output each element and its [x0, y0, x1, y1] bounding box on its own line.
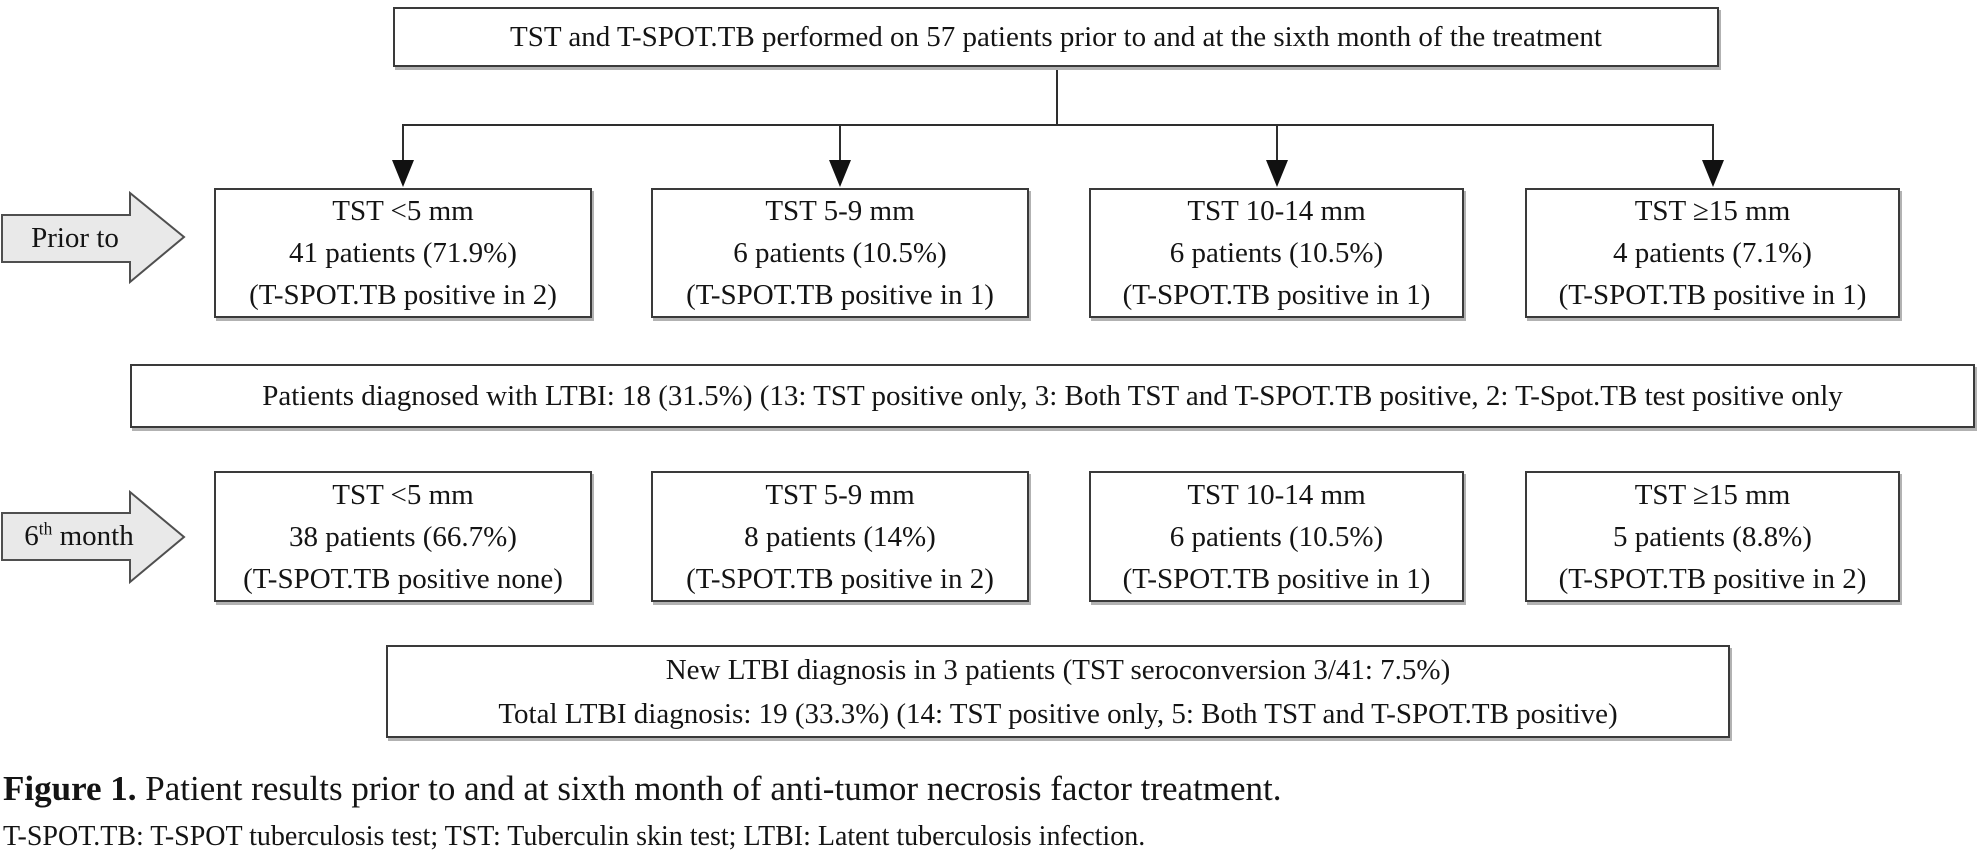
- patient-count-label: 8 patients (14%): [744, 520, 936, 553]
- sixth-month-label: 6th month: [24, 517, 134, 552]
- tspot-result-label: (T-SPOT.TB positive in 1): [1122, 279, 1431, 311]
- top-summary-text: TST and T-SPOT.TB performed on 57 patien…: [510, 21, 1602, 53]
- tspot-result-label: (T-SPOT.TB positive in 1): [1122, 562, 1431, 595]
- tspot-result-label: (T-SPOT.TB positive in 2): [686, 562, 994, 595]
- prior-tst-lt5-box: TST <5 mm 41 patients (71.9%) (T-SPOT.TB…: [214, 188, 592, 318]
- patient-count-label: 6 patients (10.5%): [1169, 520, 1384, 553]
- patient-count-label: 5 patients (8.8%): [1613, 520, 1812, 553]
- new-ltbi-line: New LTBI diagnosis in 3 patients (TST se…: [665, 653, 1451, 686]
- arrow-down-icon: [829, 160, 851, 187]
- tst-range-label: TST 10-14 mm: [1187, 195, 1366, 227]
- figure-number-label: Figure 1.: [3, 769, 137, 808]
- tst-range-label: TST <5 mm: [332, 478, 474, 511]
- tspot-result-label: (T-SPOT.TB positive in 1): [686, 279, 994, 311]
- patient-count-label: 6 patients (10.5%): [1169, 237, 1384, 269]
- month6-tst-10-14-box: TST 10-14 mm 6 patients (10.5%) (T-SPOT.…: [1089, 471, 1464, 602]
- total-ltbi-line: Total LTBI diagnosis: 19 (33.3%) (14: TS…: [498, 697, 1618, 730]
- prior-tst-ge15-box: TST ≥15 mm 4 patients (7.1%) (T-SPOT.TB …: [1525, 188, 1900, 318]
- patient-count-label: 41 patients (71.9%): [289, 237, 517, 269]
- ltbi-diagnosis-text: Patients diagnosed with LTBI: 18 (31.5%)…: [262, 380, 1843, 412]
- arrow-down-icon: [392, 160, 414, 187]
- month6-tst-lt5-box: TST <5 mm 38 patients (66.7%) (T-SPOT.TB…: [214, 471, 592, 602]
- figure-caption-text: Patient results prior to and at sixth mo…: [136, 769, 1282, 808]
- tspot-result-label: (T-SPOT.TB positive in 1): [1558, 279, 1867, 311]
- total-diagnosis-box: New LTBI diagnosis in 3 patients (TST se…: [386, 645, 1730, 738]
- figure-footnote: T-SPOT.TB: T-SPOT tuberculosis test; TST…: [3, 821, 1146, 852]
- tst-range-label: TST 5-9 mm: [765, 195, 915, 227]
- tspot-result-label: (T-SPOT.TB positive in 2): [249, 279, 557, 311]
- figure-caption: Figure 1. Patient results prior to and a…: [3, 769, 1282, 809]
- month6-tst-5-9-box: TST 5-9 mm 8 patients (14%) (T-SPOT.TB p…: [651, 471, 1029, 602]
- prior-to-label: Prior to: [31, 221, 119, 254]
- tst-range-label: TST 5-9 mm: [765, 478, 915, 511]
- prior-tst-10-14-box: TST 10-14 mm 6 patients (10.5%) (T-SPOT.…: [1089, 188, 1464, 318]
- tst-range-label: TST 10-14 mm: [1187, 478, 1366, 511]
- tst-range-label: TST <5 mm: [332, 195, 474, 227]
- top-summary-box: TST and T-SPOT.TB performed on 57 patien…: [393, 7, 1719, 67]
- arrow-down-icon: [1702, 160, 1724, 187]
- tspot-result-label: (T-SPOT.TB positive in 2): [1558, 562, 1867, 595]
- arrow-down-icon: [1266, 160, 1288, 187]
- patient-count-label: 6 patients (10.5%): [733, 237, 947, 269]
- tspot-result-label: (T-SPOT.TB positive none): [243, 562, 563, 595]
- ltbi-diagnosis-box: Patients diagnosed with LTBI: 18 (31.5%)…: [130, 364, 1975, 428]
- month6-tst-ge15-box: TST ≥15 mm 5 patients (8.8%) (T-SPOT.TB …: [1525, 471, 1900, 602]
- patient-count-label: 4 patients (7.1%): [1613, 237, 1812, 269]
- tst-range-label: TST ≥15 mm: [1634, 195, 1791, 227]
- tst-range-label: TST ≥15 mm: [1634, 478, 1791, 511]
- ordinal-superscript: th: [38, 517, 53, 538]
- prior-tst-5-9-box: TST 5-9 mm 6 patients (10.5%) (T-SPOT.TB…: [651, 188, 1029, 318]
- patient-count-label: 38 patients (66.7%): [289, 520, 517, 553]
